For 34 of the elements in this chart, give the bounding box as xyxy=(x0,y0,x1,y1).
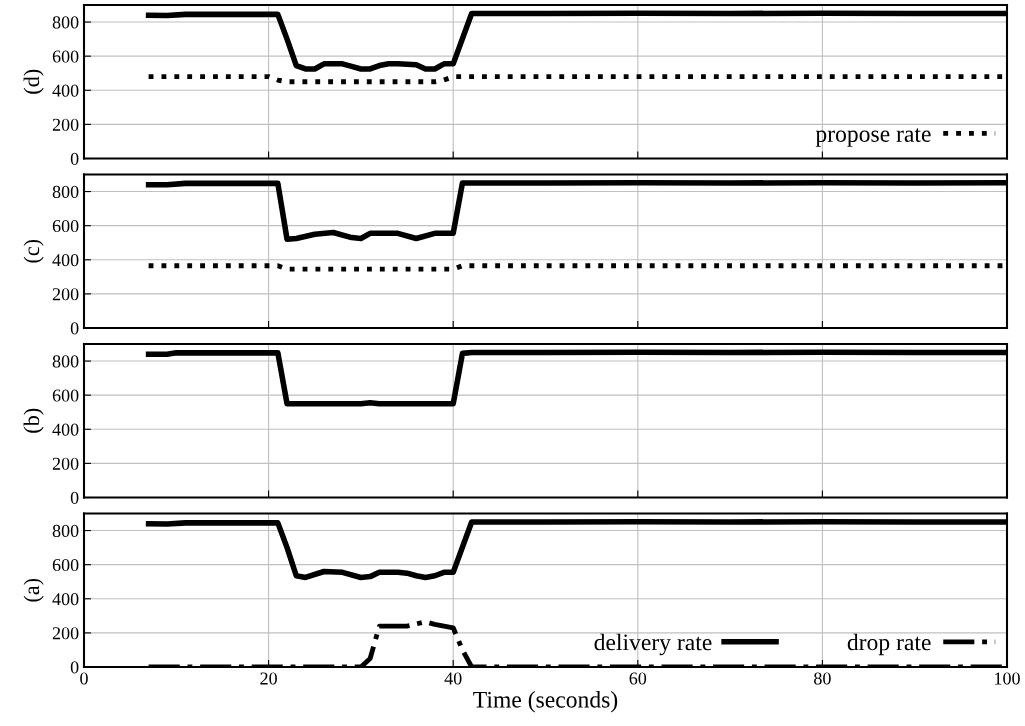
y-tick-label: 600 xyxy=(52,219,79,233)
y-tick-label: 200 xyxy=(52,288,79,301)
y-tick-label: 200 xyxy=(52,457,79,470)
y-tick-label: 0 xyxy=(70,491,79,504)
y-tick-label: 400 xyxy=(52,593,79,606)
y-tick-label: 800 xyxy=(52,16,79,29)
x-axis-title: Time (seconds) xyxy=(473,691,618,713)
x-tick-label: 80 xyxy=(814,672,831,685)
legend-label: propose rate xyxy=(815,128,931,147)
x-tick-label: 0 xyxy=(80,672,88,685)
y-tick-label: 800 xyxy=(52,524,79,537)
x-tick-label: 40 xyxy=(444,672,462,685)
y-tick-label: 800 xyxy=(52,185,79,198)
y-tick-label: 400 xyxy=(52,254,79,267)
x-tick-label: 20 xyxy=(260,672,277,685)
y-tick-label: 600 xyxy=(52,389,79,402)
legend-label: drop rate xyxy=(847,633,931,656)
y-tick-label: 0 xyxy=(70,661,79,674)
y-tick-label: 400 xyxy=(52,423,79,436)
y-tick-label: 600 xyxy=(52,50,79,63)
x-tick-label: 60 xyxy=(629,672,647,685)
y-tick-label: 200 xyxy=(52,627,79,640)
y-tick-label: 600 xyxy=(52,558,79,572)
y-tick-label: 800 xyxy=(52,355,79,368)
y-tick-label: 400 xyxy=(52,84,79,97)
y-tick-label: 200 xyxy=(52,118,79,131)
y-tick-label: 0 xyxy=(70,152,79,165)
y-tick-label: 0 xyxy=(70,322,79,335)
y-axis-title: (b) xyxy=(23,408,44,433)
legend-label: delivery rate xyxy=(594,633,712,656)
y-axis-title: (c) xyxy=(23,239,44,263)
y-axis-title: (d) xyxy=(23,69,44,94)
x-tick-label: 100 xyxy=(995,672,1020,685)
y-axis-title: (a) xyxy=(23,578,44,602)
